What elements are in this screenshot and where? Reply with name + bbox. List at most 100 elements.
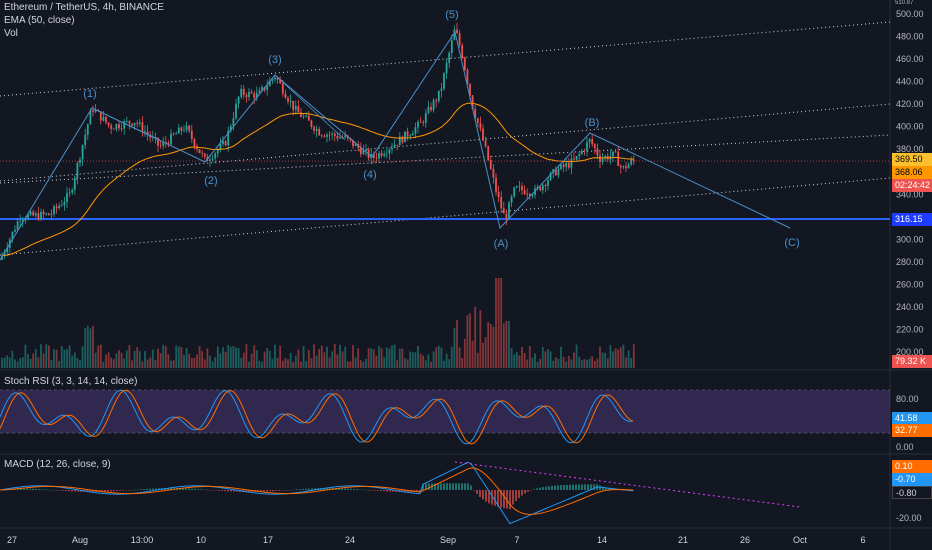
candle-body [235, 103, 237, 119]
candle-body [27, 214, 29, 220]
macd-histogram-bar [107, 490, 109, 492]
candle-body [599, 155, 601, 162]
macd-histogram-bar [23, 488, 25, 490]
macd-histogram-bar [491, 490, 493, 505]
candle-body [393, 144, 396, 148]
volume-bar [427, 354, 430, 368]
macd-histogram-bar [485, 490, 487, 502]
volume-bar [29, 358, 32, 368]
candle-body [336, 135, 339, 139]
volume-bar [268, 350, 271, 368]
candle-body [604, 155, 607, 159]
macd-histogram-bar [59, 490, 61, 491]
macd-histogram-bar [191, 488, 193, 490]
candle-body [16, 221, 19, 230]
candle-body [521, 186, 523, 191]
candle-body [575, 156, 578, 160]
candle-body [73, 177, 76, 190]
macd-histogram-bar [137, 489, 139, 490]
candle-body [432, 100, 435, 111]
price-axis-tick: 440.00 [896, 77, 924, 87]
candle-body [144, 131, 146, 133]
macd-histogram-bar [494, 490, 496, 506]
symbol-legend[interactable]: Ethereum / TetherUS, 4h, BINANCE [4, 2, 164, 13]
volume-bar [157, 348, 159, 368]
candle-body [164, 142, 167, 143]
candle-body [203, 153, 206, 157]
volume-bar [513, 354, 516, 368]
volume-bar [417, 345, 419, 368]
candle-body [354, 143, 357, 146]
candle-body [596, 148, 599, 156]
candle-body [136, 122, 139, 124]
candle-body [391, 147, 393, 150]
volume-bar [154, 359, 157, 368]
time-axis-label: 17 [263, 535, 273, 545]
macd-signal-line [0, 467, 634, 515]
candle-body [573, 158, 575, 160]
volume-bar [349, 361, 352, 368]
macd-histogram-bar [170, 488, 172, 490]
candle-body [86, 124, 89, 135]
candle-body [292, 100, 295, 110]
candle-body [258, 90, 261, 93]
volume-bar [508, 321, 510, 368]
volume-bar [510, 348, 513, 368]
candle-body [196, 146, 198, 150]
volume-legend[interactable]: Vol [4, 28, 18, 39]
candle-body [578, 154, 581, 157]
volume-bar [302, 346, 305, 368]
volume-bar [84, 327, 87, 368]
volume-bar [107, 352, 110, 368]
macd-histogram-bar [548, 486, 550, 490]
volume-bar [474, 306, 477, 368]
volume-bar [341, 351, 344, 368]
candle-body [305, 115, 308, 117]
candle-body [549, 172, 552, 181]
wave-label: (5) [445, 9, 458, 21]
macd-histogram-bar [233, 490, 235, 492]
volume-bar [1, 357, 3, 368]
macd-histogram-bar [347, 488, 349, 490]
macd-histogram-bar [308, 488, 310, 490]
volume-bar [146, 359, 149, 368]
volume-bar [487, 322, 490, 368]
macd-histogram-bar [26, 488, 28, 490]
time-axis-label: 14 [597, 535, 607, 545]
macd-histogram-bar [110, 490, 112, 492]
volume-bar [297, 349, 300, 368]
candle-body [32, 211, 35, 216]
price-axis-tick: 240.00 [896, 302, 924, 312]
candle-body [232, 118, 235, 127]
candle-body [328, 134, 331, 136]
macd-histogram-bar [467, 483, 469, 490]
volume-bar [115, 353, 118, 368]
volume-bar [401, 348, 404, 368]
stoch-rsi-legend[interactable]: Stoch RSI (3, 3, 14, 14, close) [4, 376, 138, 387]
candle-body [172, 133, 175, 135]
volume-bar [276, 357, 279, 368]
volume-bar [372, 349, 375, 368]
macd-axis-tick: -20.00 [896, 513, 922, 523]
volume-bar [380, 348, 383, 368]
volume-bar [21, 357, 24, 368]
macd-histogram-bar [35, 488, 37, 490]
time-axis-label: 26 [740, 535, 750, 545]
candle-body [167, 142, 170, 145]
macd-histogram-bar [461, 483, 463, 490]
volume-bar [378, 346, 380, 368]
volume-bar [463, 338, 466, 368]
channel-line [0, 103, 891, 182]
macd-histogram-bar [563, 484, 565, 490]
candle-body [430, 106, 432, 111]
wave-label: (4) [363, 169, 376, 181]
volume-bar [409, 351, 412, 368]
volume-bar [284, 358, 287, 368]
volume-bar [471, 340, 474, 368]
wave-aux-line [91, 107, 161, 141]
ema-legend[interactable]: EMA (50, close) [4, 15, 75, 26]
ema-line [1, 102, 634, 256]
macd-legend[interactable]: MACD (12, 26, close, 9) [4, 459, 111, 470]
macd-histogram-bar [524, 490, 526, 494]
